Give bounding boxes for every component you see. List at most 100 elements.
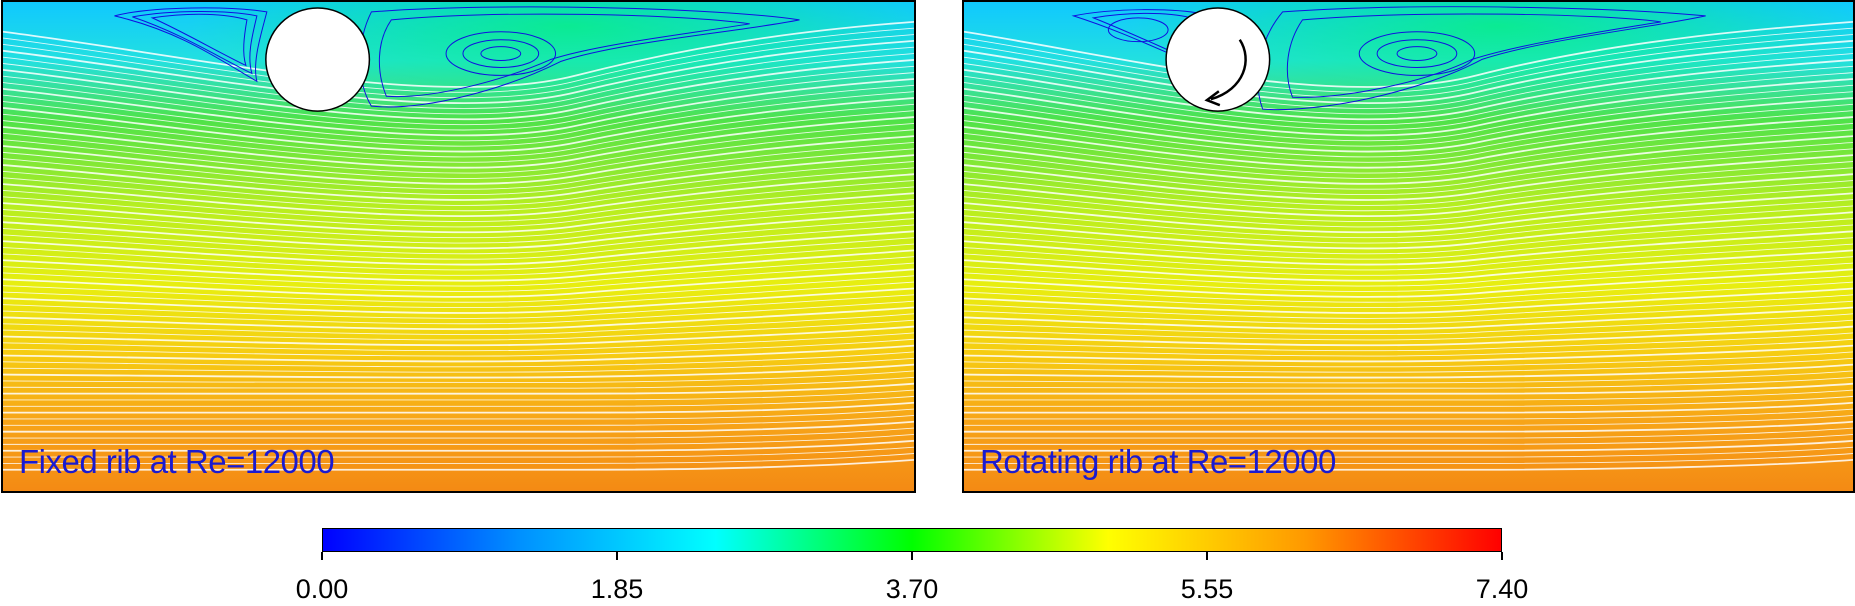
streamline xyxy=(3,110,914,163)
streamline xyxy=(3,395,914,407)
streamline xyxy=(964,46,1853,109)
streamline xyxy=(964,408,1853,420)
streamline xyxy=(964,243,1853,276)
streamline xyxy=(3,205,914,244)
streamline xyxy=(3,129,914,179)
streamline xyxy=(964,205,1853,244)
streamline xyxy=(964,249,1853,282)
streamline xyxy=(964,434,1853,445)
streamline xyxy=(964,325,1853,347)
streamline xyxy=(964,27,1853,93)
streamline xyxy=(3,59,914,121)
streamline xyxy=(964,401,1853,414)
streamline xyxy=(964,332,1853,352)
streamline xyxy=(3,249,914,282)
velocity-colorbar xyxy=(322,528,1502,552)
streamline xyxy=(3,319,914,341)
streamline xyxy=(964,97,1853,153)
streamline xyxy=(3,97,914,153)
streamline xyxy=(3,268,914,298)
streamline xyxy=(964,376,1853,389)
streamlines xyxy=(964,20,1853,471)
streamline xyxy=(964,65,1853,126)
streamline xyxy=(3,237,914,271)
colorbar-tick xyxy=(1501,552,1503,560)
colorbar-tick xyxy=(616,552,618,560)
streamline xyxy=(964,319,1853,341)
streamline xyxy=(964,186,1853,228)
streamline xyxy=(964,135,1853,185)
streamline xyxy=(3,427,914,439)
streamline xyxy=(964,91,1853,147)
streamline xyxy=(964,161,1853,206)
panel-label: Fixed rib at Re=12000 xyxy=(19,443,335,480)
streamline xyxy=(3,414,914,426)
streamline xyxy=(964,300,1853,325)
streamline xyxy=(3,186,914,228)
streamline xyxy=(964,224,1853,260)
streamline xyxy=(964,39,1853,105)
streamline xyxy=(964,34,1853,99)
streamline xyxy=(3,27,914,93)
streamline xyxy=(3,65,914,126)
streamline xyxy=(964,275,1853,303)
streamline xyxy=(964,382,1853,395)
streamline xyxy=(964,173,1853,218)
streamline xyxy=(964,148,1853,196)
streamline xyxy=(964,218,1853,255)
streamline xyxy=(3,154,914,201)
streamline xyxy=(3,262,914,292)
streamline xyxy=(3,287,914,314)
streamline xyxy=(964,211,1853,250)
streamline xyxy=(3,243,914,276)
streamline xyxy=(964,439,1853,452)
streamline xyxy=(964,192,1853,234)
streamline xyxy=(3,389,914,401)
streamline xyxy=(3,338,914,357)
rotation-arrow-icon xyxy=(1204,39,1247,107)
streamline xyxy=(3,116,914,169)
colorbar-tick xyxy=(1206,552,1208,560)
colorbar-tick xyxy=(321,552,323,560)
fixed-rib-panel: Fixed rib at Re=12000 xyxy=(1,0,916,493)
streamline xyxy=(964,237,1853,271)
streamline xyxy=(3,20,914,88)
streamline xyxy=(964,458,1853,471)
streamline xyxy=(964,351,1853,368)
streamline xyxy=(964,268,1853,298)
streamline xyxy=(3,211,914,250)
streamline xyxy=(964,78,1853,137)
streamline xyxy=(3,363,914,379)
streamline xyxy=(964,103,1853,158)
streamline xyxy=(3,103,914,158)
colorbar-tick-label: 0.00 xyxy=(295,574,349,604)
colorbar-tick-label: 7.40 xyxy=(1475,574,1529,604)
streamline xyxy=(964,180,1853,223)
colorbar-ticks xyxy=(321,552,1503,560)
streamline xyxy=(964,344,1853,363)
streamline xyxy=(3,434,914,445)
streamline xyxy=(964,420,1853,433)
streamline xyxy=(3,39,914,105)
streamline xyxy=(964,59,1853,121)
streamline xyxy=(964,167,1853,212)
colorbar-tick-label: 5.55 xyxy=(1180,574,1234,604)
streamline xyxy=(964,199,1853,239)
colorbar-tick xyxy=(911,552,913,560)
streamline xyxy=(3,72,914,131)
streamline xyxy=(3,294,914,319)
streamline xyxy=(964,20,1853,88)
colorbar-tick-label: 1.85 xyxy=(590,574,644,604)
colorbar-tick-label: 3.70 xyxy=(885,574,939,604)
streamline xyxy=(3,376,914,389)
streamline xyxy=(3,180,914,223)
streamline xyxy=(964,389,1853,401)
streamline xyxy=(964,414,1853,426)
streamline xyxy=(964,110,1853,163)
streamline xyxy=(3,401,914,414)
streamline xyxy=(3,142,914,190)
streamlines xyxy=(3,20,914,471)
streamline xyxy=(3,382,914,395)
streamline xyxy=(3,344,914,363)
streamline xyxy=(3,135,914,185)
